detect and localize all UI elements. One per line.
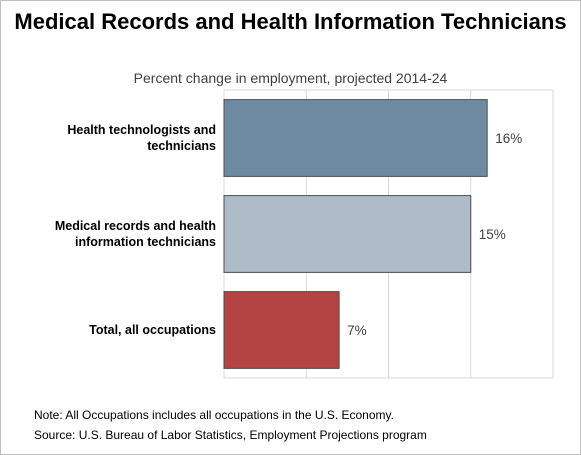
- category-label: Health technologists and technicians: [67, 123, 216, 153]
- chart-subtitle: Percent change in employment, projected …: [133, 70, 448, 86]
- bar: [223, 99, 488, 177]
- chart-notes: Note: All Occupations includes all occup…: [34, 405, 427, 445]
- source-text: Source: U.S. Bureau of Labor Statistics,…: [34, 428, 427, 442]
- bar: [223, 291, 340, 369]
- chart-title: Medical Records and Health Information T…: [14, 9, 567, 34]
- value-label: 15%: [479, 227, 506, 242]
- note-text: Note: All Occupations includes all occup…: [34, 408, 394, 422]
- category-label: Total, all occupations: [89, 323, 216, 337]
- bar: [223, 195, 472, 273]
- value-label: 7%: [347, 323, 367, 338]
- category-label: Medical records and health information te…: [55, 219, 216, 249]
- value-label: 16%: [495, 131, 522, 146]
